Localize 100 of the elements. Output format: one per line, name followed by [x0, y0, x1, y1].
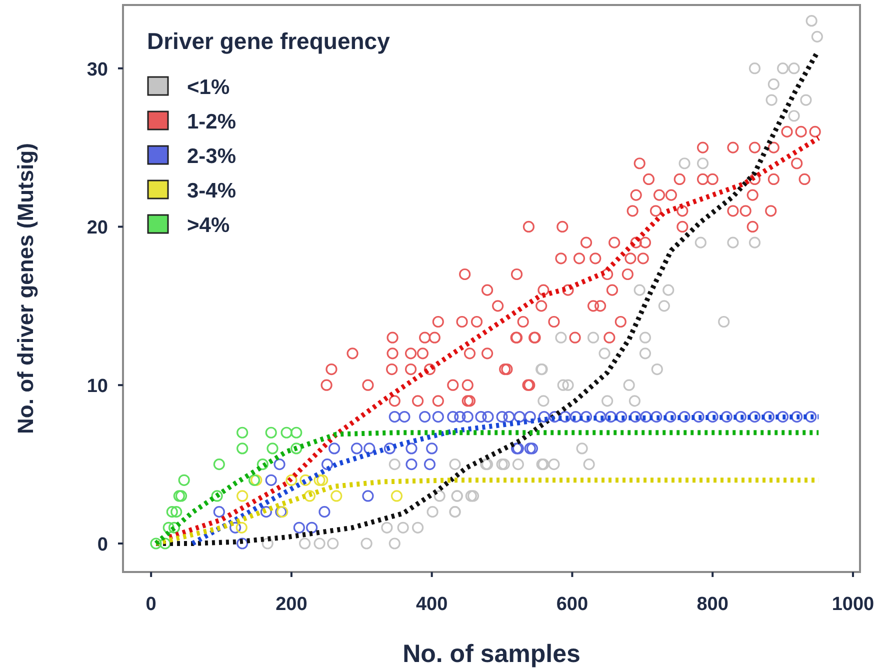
x-tick-label: 200 [276, 594, 308, 615]
point [548, 410, 560, 423]
point [330, 490, 342, 502]
point [173, 490, 185, 502]
point [286, 474, 298, 486]
point [265, 426, 277, 438]
point [432, 410, 444, 423]
point [514, 410, 526, 423]
y-tick-label: 30 [86, 59, 108, 80]
y-tick-label: 10 [86, 376, 108, 398]
legend-label: >4% [187, 214, 230, 237]
legend-label: <1% [187, 76, 230, 99]
point [300, 474, 312, 486]
point [170, 506, 182, 518]
point [524, 442, 536, 454]
point [316, 474, 328, 486]
point [168, 522, 180, 534]
point [260, 506, 272, 518]
point [175, 490, 188, 502]
point [559, 410, 571, 423]
point [314, 474, 326, 486]
point [318, 506, 330, 518]
point [692, 410, 704, 423]
point [482, 410, 494, 423]
y-tick-label: 20 [86, 218, 108, 239]
point [406, 442, 418, 454]
point [266, 442, 278, 454]
point [419, 410, 431, 423]
point [706, 410, 718, 423]
point [570, 410, 582, 423]
point [236, 490, 248, 502]
point [390, 490, 403, 502]
legend-label: 1-2% [187, 110, 236, 134]
point [580, 410, 592, 423]
point [503, 410, 515, 423]
legend-title: Driver gene frequency [147, 28, 390, 54]
y-tick-label: 0 [97, 534, 108, 556]
point [424, 458, 436, 470]
point [664, 410, 676, 423]
point [426, 442, 438, 454]
x-tick-label: 600 [556, 594, 588, 615]
point [594, 410, 606, 423]
point [166, 506, 178, 518]
point [236, 538, 248, 550]
point [178, 474, 190, 486]
point [304, 490, 316, 502]
point [640, 410, 652, 423]
point [384, 442, 396, 454]
x-tick-label: 400 [416, 594, 448, 615]
point [364, 442, 376, 454]
x-tick-label: 1000 [832, 594, 874, 615]
point [274, 458, 286, 470]
point [265, 474, 277, 486]
point [236, 442, 248, 454]
point [762, 410, 775, 423]
point [630, 410, 642, 423]
point [720, 410, 732, 423]
point [776, 410, 789, 423]
point [236, 522, 248, 534]
legend-label: 3-4% [187, 180, 236, 202]
point [475, 410, 487, 423]
point [293, 522, 305, 534]
point [321, 458, 334, 470]
point [526, 442, 538, 454]
point [524, 410, 536, 423]
point [328, 442, 340, 454]
point [791, 410, 803, 423]
point [211, 490, 223, 502]
point [230, 522, 242, 534]
point [162, 522, 174, 534]
point [538, 410, 550, 423]
point [388, 410, 400, 423]
point [678, 410, 690, 423]
point [248, 474, 260, 486]
point [290, 426, 302, 438]
point [748, 410, 761, 423]
point [256, 458, 268, 470]
point [805, 410, 817, 423]
point [250, 474, 262, 486]
point [605, 410, 617, 423]
point [290, 442, 302, 454]
point [350, 442, 363, 454]
point [280, 426, 292, 438]
x-tick-label: 800 [696, 594, 728, 615]
point [406, 458, 418, 470]
point [734, 410, 746, 423]
point [236, 426, 248, 438]
point [398, 410, 410, 423]
y-axis-title: No. of driver genes (Mutsig) [13, 143, 38, 434]
point [362, 490, 374, 502]
point [616, 410, 628, 423]
legend-label: 2-3% [187, 145, 236, 168]
point [454, 410, 466, 423]
point [213, 506, 225, 518]
point [150, 538, 162, 550]
point [650, 410, 662, 423]
point [496, 410, 508, 423]
x-axis-title: No. of samples [402, 640, 580, 668]
point [447, 410, 459, 423]
point [159, 538, 171, 550]
